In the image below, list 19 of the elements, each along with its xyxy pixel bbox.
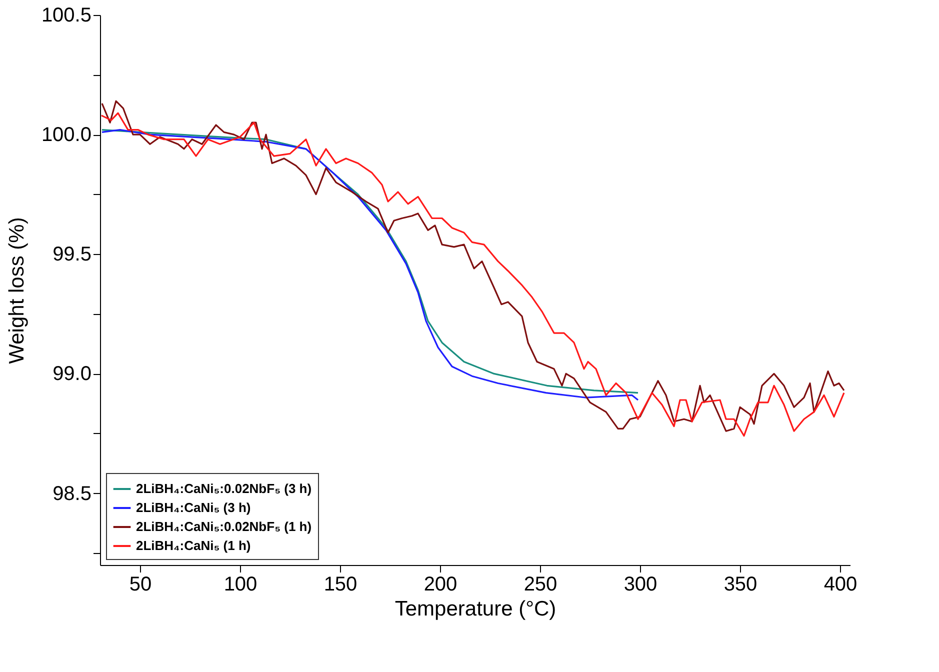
x-tick-label: 250: [524, 574, 558, 596]
legend-label: 2LiBH₄:CaNi₅ (3 h): [136, 500, 251, 515]
x-tick-label: 50: [129, 574, 152, 596]
y-tick-label: 99.5: [52, 244, 92, 266]
x-tick-label: 200: [424, 574, 458, 596]
x-tick-label: 350: [724, 574, 758, 596]
y-tick-label: 98.5: [52, 482, 92, 505]
x-tick-label: 150: [324, 574, 358, 596]
legend-label: 2LiBH₄:CaNi₅:0.02NbF₅ (1 h): [136, 519, 312, 534]
legend-label: 2LiBH₄:CaNi₅:0.02NbF₅ (3 h): [136, 481, 312, 496]
y-tick-label: 100.0: [41, 124, 92, 146]
y-tick-label: 100.5: [41, 4, 92, 26]
x-axis-title: Temperature (°C): [394, 598, 556, 620]
y-tick-label: 99.0: [52, 363, 92, 386]
x-tick-label: 100: [224, 574, 258, 596]
x-tick-label: 400: [824, 574, 858, 596]
legend-label: 2LiBH₄:CaNi₅ (1 h): [136, 538, 251, 553]
y-axis-title: Weight loss (%): [5, 217, 28, 364]
x-tick-label: 300: [624, 574, 658, 596]
